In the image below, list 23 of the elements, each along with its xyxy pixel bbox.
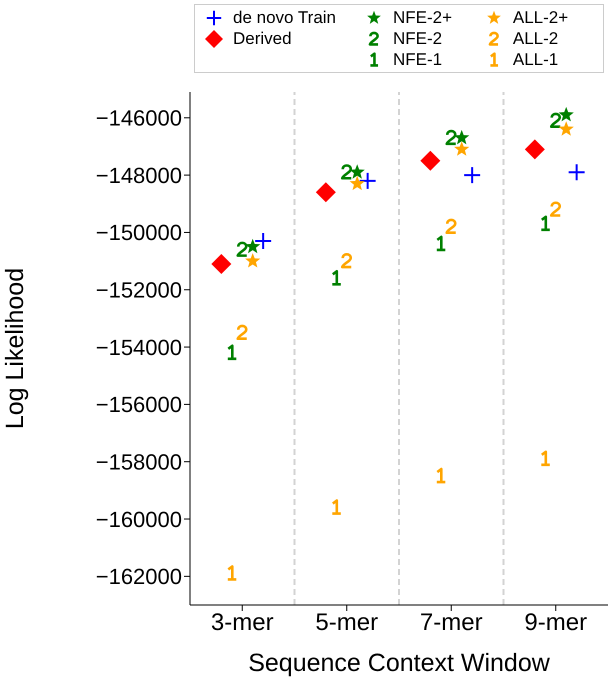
y-tick-label: −156000 <box>96 392 182 418</box>
legend-label: Derived <box>233 28 292 48</box>
y-tick-label: −146000 <box>96 106 182 131</box>
y-tick-label: −152000 <box>96 278 182 303</box>
y-tick-label: −154000 <box>96 334 182 360</box>
y-tick-label: −158000 <box>96 450 182 475</box>
legend-label: ALL-2+ <box>512 8 568 28</box>
legend-label: ALL-1 <box>512 50 558 70</box>
x-tick-label: 9-mer <box>524 609 588 636</box>
y-tick-label: −150000 <box>96 220 182 246</box>
legend-label: de novo Train <box>233 8 336 28</box>
y-tick-label: −160000 <box>96 506 182 532</box>
y-tick-label: −148000 <box>96 162 182 188</box>
legend-label: NFE-2 <box>393 28 442 48</box>
legend-label: ALL-2 <box>512 28 558 48</box>
y-axis-title: Log Likelihood <box>0 268 29 430</box>
x-tick-label: 5-mer <box>315 609 378 636</box>
legend-label: NFE-2+ <box>393 8 452 28</box>
x-tick-label: 7-mer <box>420 609 483 636</box>
legend-label: NFE-1 <box>393 50 442 70</box>
x-axis-title: Sequence Context Window <box>248 649 551 677</box>
x-tick-label: 3-mer <box>210 609 274 636</box>
y-tick-label: −162000 <box>96 564 182 590</box>
